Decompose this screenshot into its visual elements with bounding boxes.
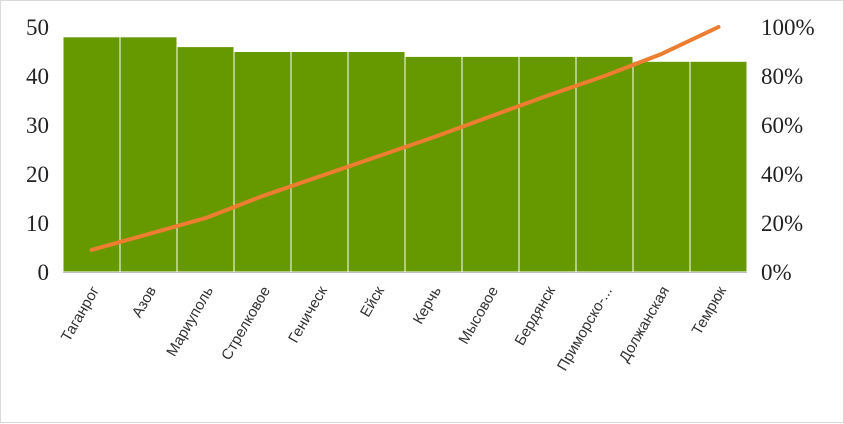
x-tick-label: Мариуполь	[163, 283, 217, 359]
y2-tick-label: 40%	[761, 162, 803, 187]
x-tick-label: Бердянск	[512, 283, 560, 349]
bar-12	[689, 60, 748, 273]
y-tick-label: 20	[26, 162, 49, 187]
bar-11	[632, 60, 691, 273]
y2-tick-label: 0%	[761, 260, 792, 285]
y-tick-label: 30	[26, 113, 49, 138]
x-tick-label: Керчь	[410, 283, 445, 327]
bar-2	[119, 36, 178, 273]
x-tick-label: Темрюк	[689, 283, 731, 338]
bar-10	[575, 55, 634, 273]
bar-9	[518, 55, 577, 273]
x-tick-label: Таганрог	[58, 283, 103, 345]
y2-tick-label: 60%	[761, 113, 803, 138]
bar-7	[404, 55, 463, 273]
bar-8	[461, 55, 520, 273]
y2-tick-label: 80%	[761, 64, 803, 89]
x-tick-label: Ейск	[357, 283, 388, 320]
y-tick-label: 10	[26, 211, 49, 236]
y-tick-label: 0	[38, 260, 50, 285]
x-tick-label: Должанская	[616, 284, 673, 366]
bar-3	[176, 46, 235, 273]
x-tick-label: Мысовое	[455, 284, 502, 348]
x-tick-label: Стрелковое	[218, 284, 274, 364]
y-tick-label: 40	[26, 64, 49, 89]
x-tick-label: Азов	[129, 283, 160, 320]
y-tick-label: 50	[26, 15, 49, 40]
bar-5	[290, 51, 349, 273]
y2-tick-label: 100%	[761, 15, 815, 40]
x-tick-label: Геническ	[285, 283, 331, 346]
bar-4	[233, 51, 292, 273]
x-tick-label: Приморско-...	[554, 284, 616, 374]
cumulative-line	[89, 25, 721, 252]
y2-tick-label: 20%	[761, 211, 803, 236]
bar-1	[62, 36, 121, 273]
